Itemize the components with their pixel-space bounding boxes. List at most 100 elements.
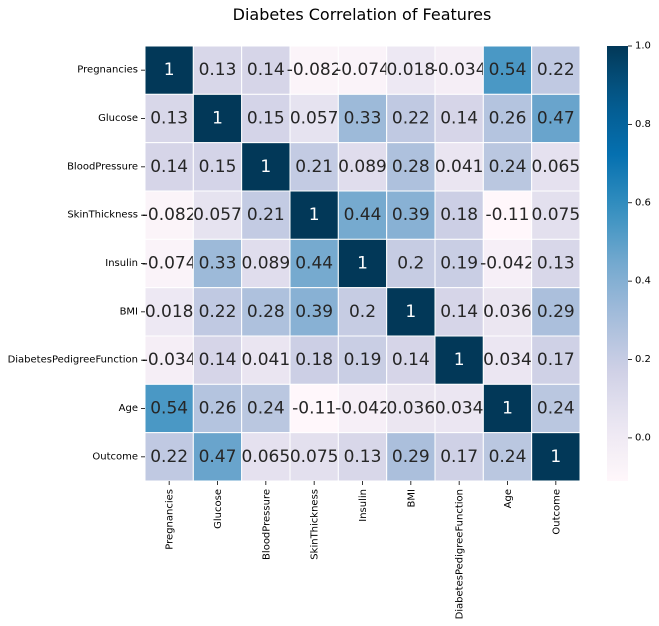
heatmap-cell [386, 287, 436, 337]
heatmap-cell [241, 287, 291, 337]
heatmap-cell [192, 432, 243, 482]
heatmap-cell [144, 190, 194, 240]
x-tick-label: SkinThickness [310, 489, 321, 560]
cell-value-label: 0.47 [199, 447, 237, 467]
y-tick-label: Insulin [105, 258, 138, 269]
cell-value-label: 0.13 [344, 447, 382, 467]
cell-value-label: -0.11 [292, 399, 336, 419]
y-tick-label: Pregnancies [77, 65, 138, 76]
cell-value-label: 0.33 [199, 254, 237, 274]
cell-value-label: 1 [212, 109, 223, 129]
heatmap-cell [192, 142, 243, 192]
cell-value-label: 0.065 [531, 157, 580, 177]
heatmap-cell [289, 432, 339, 482]
heatmap-cell [289, 383, 339, 434]
cell-value-label: 0.13 [537, 254, 575, 274]
x-tick-label: Pregnancies [165, 489, 176, 550]
heatmap-cell [531, 190, 581, 240]
cell-value-label: 1 [164, 60, 175, 80]
cell-value-label: 0.44 [344, 205, 382, 225]
heatmap-cell [144, 93, 194, 144]
cell-value-label: 0.22 [537, 60, 575, 80]
colorbar-gradient [607, 46, 628, 481]
cell-value-label: 0.018 [386, 60, 435, 80]
cell-value-label: 0.15 [199, 157, 237, 177]
heatmap-cell [434, 383, 484, 434]
heatmap-cell [531, 142, 581, 192]
y-tick-label: DiabetesPedigreeFunction [8, 355, 138, 366]
cell-value-label: -0.034 [142, 350, 197, 370]
heatmap-cell [482, 45, 533, 95]
cell-value-label: 1 [260, 157, 271, 177]
colorbar-tick-label: 1.0 [635, 41, 651, 52]
cell-value-label: 0.036 [386, 399, 435, 419]
cell-value-label: 0.39 [392, 205, 430, 225]
x-tick-label: DiabetesPedigreeFunction [455, 489, 466, 619]
heatmap-cell [531, 287, 581, 337]
heatmap-cell [386, 383, 436, 434]
colorbar-tick-label: 0.4 [635, 276, 651, 287]
x-tick-label: Insulin [358, 489, 369, 522]
cell-value-label: 1 [405, 302, 416, 322]
cell-value-label: 0.28 [392, 157, 430, 177]
heatmap-cell [337, 383, 388, 434]
cell-value-label: 0.33 [344, 109, 382, 129]
cell-value-label: -0.034 [432, 60, 487, 80]
heatmap-cell [144, 238, 194, 289]
heatmap-cell [241, 93, 291, 144]
cell-value-label: 0.057 [193, 205, 242, 225]
cell-value-label: -0.074 [142, 254, 197, 274]
cell-value-label: 1 [309, 205, 320, 225]
cell-value-label: -0.11 [486, 205, 530, 225]
cell-value-label: 1 [502, 399, 513, 419]
heatmap-cell [289, 238, 339, 289]
colorbar-tick-label: 0.8 [635, 119, 651, 130]
colorbar-tick-label: 0.2 [635, 354, 651, 365]
heatmap-cell [144, 432, 194, 482]
heatmap-cell [337, 335, 388, 385]
cell-value-label: -0.082 [287, 60, 342, 80]
cell-value-label: 0.14 [247, 60, 285, 80]
cell-value-label: 0.21 [295, 157, 333, 177]
cell-value-label: 0.18 [295, 350, 333, 370]
cell-value-label: 0.034 [483, 350, 532, 370]
colorbar-tick-label: 0.0 [635, 432, 651, 443]
cell-value-label: 0.24 [489, 447, 527, 467]
heatmap-cell [337, 142, 388, 192]
heatmap-cell [337, 93, 388, 144]
column-labels: Pregnancies Glucose BloodPressure SkinThick… [165, 481, 562, 619]
cell-value-label: 1 [454, 350, 465, 370]
heatmap-cell [434, 335, 484, 385]
cell-value-label: 1 [357, 254, 368, 274]
heatmap-cell [337, 432, 388, 482]
x-tick-label: BloodPressure [261, 489, 272, 560]
y-tick-label: BMI [120, 306, 138, 317]
cell-value-label: 0.14 [392, 350, 430, 370]
heatmap-cell [241, 45, 291, 95]
y-tick-label: SkinThickness [67, 210, 138, 221]
heatmap-cell [531, 93, 581, 144]
cell-value-label: 0.14 [150, 157, 188, 177]
cell-value-label: 0.089 [338, 157, 387, 177]
cell-value-label: 0.22 [150, 447, 188, 467]
heatmap-cell [144, 287, 194, 337]
cell-value-label: 0.28 [247, 302, 285, 322]
x-tick-label: Outcome [551, 489, 562, 535]
cell-value-label: 0.2 [397, 254, 424, 274]
cell-value-label: 0.13 [150, 109, 188, 129]
heatmap-cell [531, 383, 581, 434]
cell-value-label: 0.15 [247, 109, 285, 129]
cell-value-label: 0.26 [199, 399, 237, 419]
heatmap-cell [434, 238, 484, 289]
heatmap-cell [144, 142, 194, 192]
heatmap-cell [482, 93, 533, 144]
x-tick-label: Glucose [213, 489, 224, 529]
cell-value-label: -0.042 [335, 399, 390, 419]
heatmap-cell [386, 238, 436, 289]
cell-value-label: 0.22 [392, 109, 430, 129]
cell-value-label: 0.26 [489, 109, 527, 129]
cell-value-label: -0.042 [480, 254, 535, 274]
cell-value-label: 0.39 [295, 302, 333, 322]
heatmap-cell [192, 45, 243, 95]
cell-value-label: 0.018 [145, 302, 194, 322]
